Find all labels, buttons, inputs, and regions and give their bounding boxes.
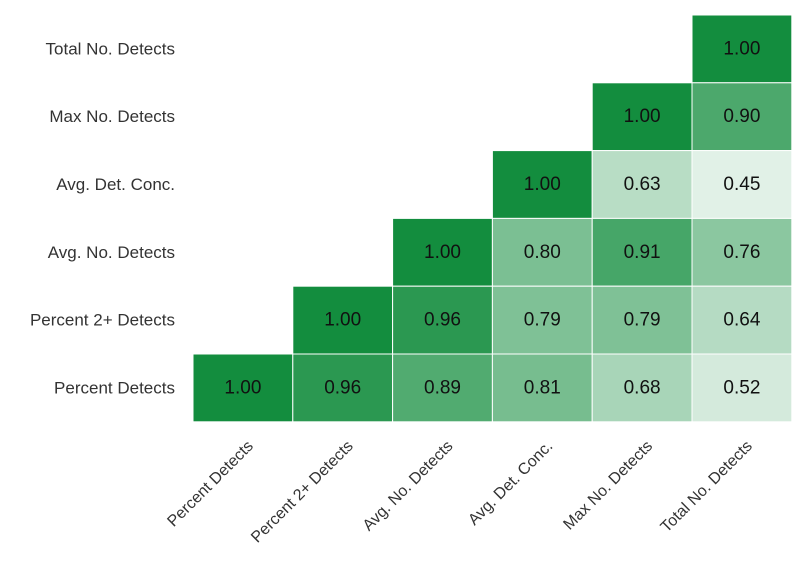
cell-value-label: 0.64 (723, 310, 760, 331)
cell-value-label: 0.79 (524, 310, 561, 331)
cell-value-label: 1.00 (624, 106, 661, 127)
heatmap-cell-total-no-detects-total-no-detects (691, 14, 793, 84)
row-label-avg-no-detects: Avg. No. Detects (48, 243, 175, 262)
column-label-max-no-detects: Max No. Detects (560, 438, 656, 534)
cell-value-label: 0.79 (624, 310, 661, 331)
cell-value-label: 0.96 (324, 377, 361, 398)
row-label-avg-det-conc: Avg. Det. Conc. (56, 175, 175, 194)
heatmap-cell-avg-det-conc-avg-det-conc (491, 150, 593, 219)
row-label-percent-detects: Percent Detects (54, 378, 175, 397)
heatmap-cell-percent-detects-total-no-detects (691, 353, 793, 423)
heatmap-cell-percent-detects-percent-2-detects (292, 353, 394, 423)
heatmap-values: 1.00 1.00 0.90 1.00 0.63 0.45 1.00 0.80 0.91 0.76… (224, 38, 760, 398)
column-label-avg-det-conc: Avg. Det. Conc. (465, 438, 556, 529)
cell-value-label: 0.76 (723, 242, 760, 263)
row-labels: Total No. Detects Max No. Detects Avg. Det… (30, 39, 175, 397)
column-label-avg-no-detects: Avg. No. Detects (360, 438, 457, 535)
cell-value-label: 1.00 (224, 377, 261, 398)
cell-value-label: 0.91 (624, 242, 661, 263)
heatmap-cell-avg-det-conc-max-no-detects (591, 150, 693, 219)
cell-value-label: 1.00 (524, 174, 561, 195)
cell-value-label: 1.00 (424, 242, 461, 263)
cell-value-label: 0.89 (424, 377, 461, 398)
cell-value-label: 1.00 (324, 310, 361, 331)
heatmap-cell-max-no-detects-max-no-detects (591, 82, 693, 152)
heatmap-cell-percent-detects-avg-det-conc (491, 353, 593, 423)
cell-value-label: 0.68 (624, 377, 661, 398)
heatmap-cell-percent-2-detects-avg-no-detects (392, 285, 493, 355)
cell-value-label: 0.80 (524, 242, 561, 263)
heatmap-cell-max-no-detects-total-no-detects (691, 82, 793, 152)
heatmap-cell-avg-no-detects-total-no-detects (691, 217, 793, 287)
heatmap-cell-percent-2-detects-total-no-detects (691, 285, 793, 355)
cell-value-label: 0.52 (723, 377, 760, 398)
cell-value-label: 0.96 (424, 310, 461, 331)
heatmap-cells (192, 14, 793, 423)
heatmap-cell-avg-no-detects-avg-det-conc (491, 217, 593, 287)
cell-value-label: 0.63 (624, 174, 661, 195)
row-label-percent-2-detects: Percent 2+ Detects (30, 311, 175, 330)
heatmap-cell-percent-detects-percent-detects (192, 353, 294, 423)
column-label-percent-2-detects: Percent 2+ Detects (248, 438, 357, 547)
cell-value-label: 0.45 (723, 174, 760, 195)
row-label-max-no-detects: Max No. Detects (49, 107, 175, 126)
column-label-total-no-detects: Total No. Detects (658, 438, 756, 536)
heatmap-cell-avg-det-conc-total-no-detects (691, 150, 793, 219)
heatmap-cell-percent-detects-avg-no-detects (392, 353, 493, 423)
cell-value-label: 0.81 (524, 377, 561, 398)
column-label-percent-detects: Percent Detects (164, 438, 257, 531)
row-label-total-no-detects: Total No. Detects (46, 39, 175, 58)
heatmap-cell-percent-detects-max-no-detects (591, 353, 693, 423)
cell-value-label: 0.90 (723, 106, 760, 127)
heatmap-cell-percent-2-detects-max-no-detects (591, 285, 693, 355)
heatmap-cell-percent-2-detects-avg-det-conc (491, 285, 593, 355)
cell-value-label: 1.00 (723, 38, 760, 59)
